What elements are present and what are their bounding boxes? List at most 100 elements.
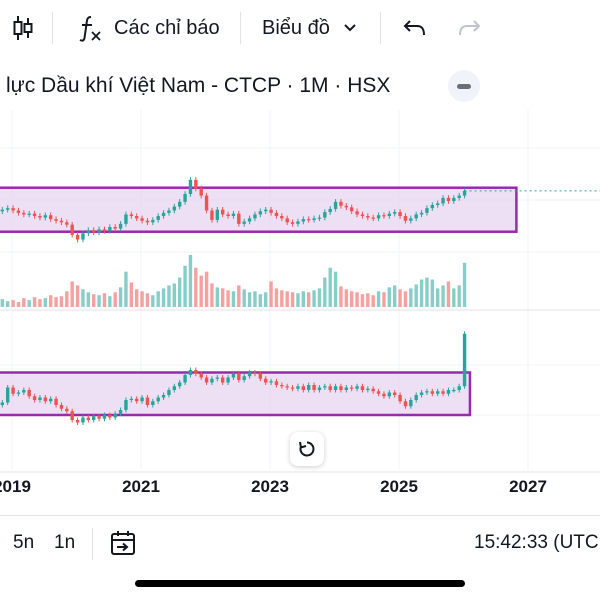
volume-bar	[11, 300, 15, 307]
price-candle	[452, 197, 456, 202]
home-indicator	[135, 580, 465, 587]
volume-bar	[70, 281, 74, 307]
goto-date-button[interactable]	[108, 528, 138, 564]
indicator-candle	[140, 397, 144, 402]
price-candle	[172, 206, 177, 211]
volume-bar	[393, 285, 397, 307]
indicator-candle	[11, 387, 15, 394]
price-candle	[59, 220, 64, 223]
undo-button[interactable]	[402, 0, 428, 56]
price-candle	[194, 179, 198, 189]
indicator-candle	[221, 377, 225, 383]
indicator-candle	[280, 385, 284, 387]
price-candle	[312, 218, 316, 220]
price-candle	[43, 215, 48, 218]
volume-bar	[371, 295, 375, 307]
indicator-candle	[161, 395, 166, 398]
clock-timezone[interactable]: 15:42:33 (UTC	[474, 532, 599, 553]
undo-icon	[403, 20, 425, 36]
collapse-legend-button[interactable]	[448, 70, 480, 102]
indicator-candle	[258, 373, 263, 379]
indicator-candle	[403, 401, 408, 407]
price-candle	[403, 216, 408, 221]
price-candle	[70, 224, 74, 235]
price-candle	[457, 195, 461, 198]
indicator-candle	[457, 386, 461, 390]
price-candle	[237, 213, 241, 224]
volume-bar	[75, 285, 80, 307]
price-candle	[366, 216, 370, 218]
time-axis-label: 2019	[0, 477, 31, 496]
volume-bar	[462, 262, 467, 307]
price-candle	[258, 211, 263, 215]
indicator-candle	[172, 386, 177, 390]
price-candle	[290, 222, 295, 224]
price-candle	[75, 234, 80, 240]
price-candle	[317, 217, 322, 219]
volume-bar	[269, 281, 273, 307]
indicators-button[interactable]: Các chỉ báo	[78, 0, 220, 56]
candle-style-button[interactable]	[12, 0, 34, 56]
indicator-candle	[199, 373, 203, 378]
toolbar-divider	[240, 12, 241, 44]
indicator-candle	[237, 373, 241, 380]
price-candle	[307, 219, 311, 221]
indicator-candle	[253, 372, 257, 374]
toolbar-divider	[92, 528, 93, 560]
range-1y-button[interactable]: 1n	[54, 532, 76, 553]
reset-chart-button[interactable]	[290, 432, 324, 466]
volume-bar	[81, 289, 85, 307]
indicator-candle	[231, 373, 236, 378]
volume-bar	[49, 295, 53, 307]
price-candle	[97, 229, 101, 233]
indicator-candle	[183, 375, 187, 383]
volume-bar	[398, 289, 402, 307]
indicator-candle	[441, 391, 445, 394]
volume-bar	[124, 271, 128, 307]
indicator-candle	[355, 386, 359, 389]
price-candle	[436, 203, 440, 205]
indicator-candle	[32, 396, 37, 400]
volume-bar	[307, 292, 311, 307]
price-candle	[419, 212, 424, 215]
volume-bar	[285, 291, 289, 307]
indicator-candle	[274, 381, 279, 385]
volume-bar	[231, 291, 236, 307]
range-5y-button[interactable]: 5n	[13, 532, 35, 553]
price-candle	[360, 214, 365, 216]
price-chart[interactable]: 2019 2021 2023 2025 2027	[0, 110, 600, 515]
indicator-candle	[312, 385, 316, 390]
price-candle	[183, 194, 187, 202]
volume-bar	[350, 291, 354, 307]
price-candle	[11, 208, 15, 211]
redo-button[interactable]	[456, 0, 482, 56]
chart-type-dropdown[interactable]: Biểu đồ	[262, 0, 358, 56]
price-candle	[387, 213, 392, 216]
price-candle	[226, 214, 230, 216]
price-candle	[441, 197, 445, 204]
indicator-candle	[285, 386, 289, 388]
indicator-candle	[54, 398, 58, 405]
price-candle	[231, 213, 236, 216]
volume-bar	[457, 285, 461, 307]
price-candle	[462, 190, 467, 196]
indicator-candle	[393, 392, 397, 395]
price-candle	[16, 210, 21, 213]
indicator-candle	[296, 386, 300, 389]
price-candle	[323, 212, 327, 218]
volume-bar	[274, 288, 279, 307]
indicator-candle	[301, 386, 306, 390]
price-candle	[113, 227, 117, 229]
indicator-candle	[92, 416, 96, 420]
volume-bar	[204, 271, 209, 307]
indicator-candle	[264, 378, 268, 383]
price-candle	[38, 216, 42, 218]
volume-bar	[194, 267, 198, 307]
price-candle	[32, 213, 37, 216]
indicator-candle	[242, 376, 246, 380]
price-candle	[27, 213, 31, 215]
volume-bar	[6, 301, 10, 307]
time-axis-label: 2027	[509, 477, 547, 496]
volume-bar	[215, 287, 220, 307]
volume-bar	[183, 265, 187, 307]
